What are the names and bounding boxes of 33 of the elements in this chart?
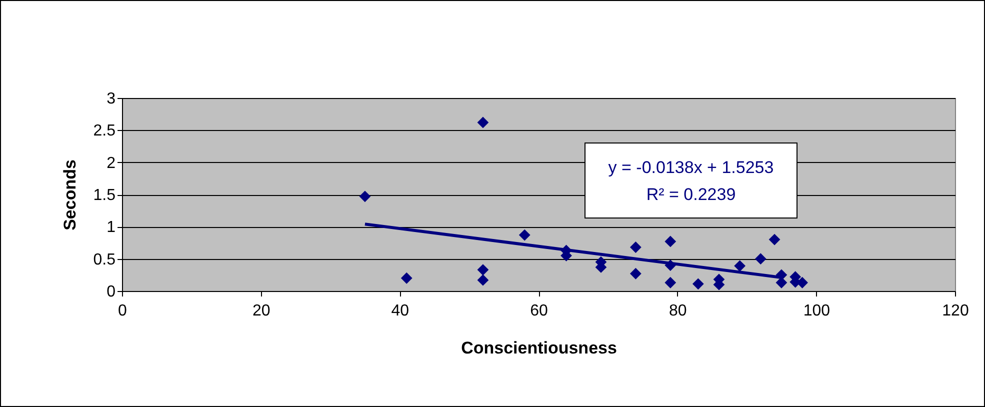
y-tick-label: 1 — [106, 219, 116, 236]
point — [692, 278, 704, 290]
x-tick-label: 120 — [942, 302, 969, 320]
point — [477, 274, 489, 286]
y-tick-label: 0 — [106, 284, 116, 300]
point — [630, 268, 642, 280]
point — [477, 116, 489, 128]
point — [754, 253, 766, 265]
x-tick-label: 80 — [668, 302, 687, 320]
x-tick-label: 60 — [530, 302, 548, 320]
point — [400, 272, 412, 284]
point — [768, 234, 780, 246]
point — [359, 190, 371, 202]
point — [477, 264, 489, 276]
x-tick-label: 0 — [118, 302, 128, 320]
point — [518, 229, 530, 241]
annotation: R² = 0.2239 — [646, 185, 736, 204]
x-axis-title: Conscientiousness — [461, 338, 617, 358]
y-tick-label: 3 — [106, 90, 116, 108]
y-tick-label: 0.5 — [93, 251, 116, 268]
point — [664, 236, 676, 248]
point — [630, 242, 642, 253]
point — [664, 260, 676, 271]
y-tick-label: 2.5 — [93, 122, 116, 140]
point — [664, 276, 676, 288]
annotation: y = -0.0138x + 1.5253 — [608, 158, 774, 177]
y-tick-label: 2 — [106, 154, 116, 172]
y-tick-label: 1.5 — [93, 187, 116, 204]
point — [734, 260, 746, 272]
x-tick-label: 100 — [803, 302, 830, 320]
y-axis-title: Seconds — [60, 160, 80, 230]
x-tick-label: 40 — [391, 302, 410, 320]
x-tick-label: 20 — [252, 302, 270, 320]
